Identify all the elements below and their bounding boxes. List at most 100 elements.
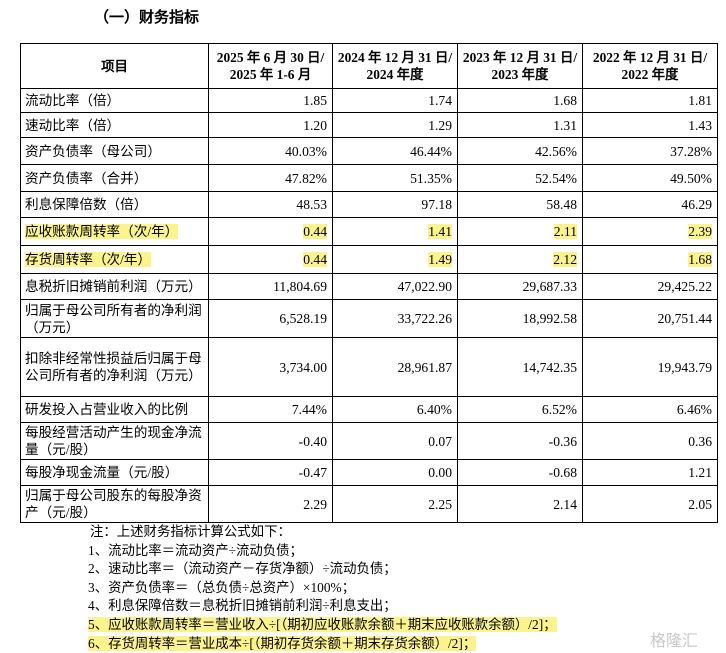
notes-intro: 注：上述财务指标计算公式如下： xyxy=(90,524,291,539)
value-cell: 2.39 xyxy=(582,217,718,246)
cell-text: 6.40% xyxy=(416,402,452,417)
value-cell: 1.85 xyxy=(208,88,333,113)
cell-text: 97.18 xyxy=(421,197,452,212)
value-cell: 0.00 xyxy=(332,459,458,486)
value-cell: 14,742.35 xyxy=(457,337,583,397)
value-cell: 1.41 xyxy=(332,217,458,246)
cell-text: 流动比率（倍） xyxy=(25,93,121,108)
cell-text: 47,022.90 xyxy=(397,279,452,294)
value-cell: 2.05 xyxy=(582,485,718,523)
cell-text: 扣除非经常性损益后归属于母公司所有者的净利润（万元） xyxy=(25,351,202,383)
table-row: 应收账款周转率（次/年） 0.44 1.41 2.11 2.39 xyxy=(20,217,718,246)
note-text: 5、应收账款周转率＝营业收入÷[（期初应收账款余额＋期末应收账款余额）/2]； xyxy=(88,616,557,632)
cell-text: 51.35% xyxy=(410,170,452,186)
cell-text: 2.12 xyxy=(553,252,577,267)
cell-text: 19,943.79 xyxy=(657,359,712,375)
value-cell: 28,961.87 xyxy=(332,337,458,397)
table-row: 资产负债率（母公司） 40.03% 46.44% 42.56% 37.28% xyxy=(20,137,718,165)
cell-text: 28,961.87 xyxy=(397,359,452,375)
cell-text: 7.44% xyxy=(291,402,327,417)
row-label: 息税折旧摊销前利润（万元） xyxy=(20,273,209,300)
value-cell: 0.44 xyxy=(208,245,333,274)
value-cell: 6,528.19 xyxy=(208,299,333,338)
header-cell: 2025 年 6 月 30 日/2025 年 1-6 月 xyxy=(208,43,333,89)
financial-table: 项目 2025 年 6 月 30 日/2025 年 1-6 月 2024 年 12 … xyxy=(20,43,718,523)
row-label: 流动比率（倍） xyxy=(20,88,209,113)
note-item: 2、速动比率＝（流动资产－存货净额）÷流动负债； xyxy=(88,560,557,579)
value-cell: 29,687.33 xyxy=(457,273,583,300)
value-cell: 1.20 xyxy=(208,112,333,138)
value-cell: 51.35% xyxy=(332,164,458,192)
cell-text: 0.44 xyxy=(303,224,327,239)
watermark: 格隆汇 xyxy=(650,631,699,650)
value-cell: 48.53 xyxy=(208,191,333,218)
value-cell: 1.49 xyxy=(332,245,458,274)
cell-text: 2.05 xyxy=(688,496,712,512)
cell-text: -0.68 xyxy=(548,465,577,480)
value-cell: 6.46% xyxy=(582,396,718,423)
cell-text: 1.43 xyxy=(688,117,712,133)
row-label: 研发投入占营业收入的比例 xyxy=(20,396,209,423)
cell-text: 研发投入占营业收入的比例 xyxy=(25,402,189,417)
cell-text: -0.47 xyxy=(298,465,327,480)
row-label: 扣除非经常性损益后归属于母公司所有者的净利润（万元） xyxy=(20,337,209,397)
cell-text: 2.39 xyxy=(688,224,712,239)
cell-text: 利息保障倍数（倍） xyxy=(25,197,148,212)
cell-text: 58.48 xyxy=(546,197,577,212)
cell-text: 6.52% xyxy=(541,402,577,417)
cell-text: 1.49 xyxy=(428,252,452,267)
cell-text: 1.68 xyxy=(688,252,712,267)
cell-text: 速动比率（倍） xyxy=(25,117,121,133)
cell-text: 0.07 xyxy=(428,433,452,449)
cell-text: 息税折旧摊销前利润（万元） xyxy=(25,279,202,294)
note-item: 3、资产负债率＝（总负债÷总资产）×100%； xyxy=(88,579,557,598)
cell-text: 归属于母公司股东的每股净资产（元/股） xyxy=(25,488,202,520)
section-title: （一）财务指标 xyxy=(94,8,200,26)
note-item: 1、流动比率＝流动资产÷流动负债； xyxy=(88,542,557,561)
row-label: 资产负债率（合并） xyxy=(20,164,209,192)
value-cell: 2.11 xyxy=(457,217,583,246)
value-cell: 37.28% xyxy=(582,137,718,165)
cell-text: 0.00 xyxy=(428,465,452,480)
value-cell: 20,751.44 xyxy=(582,299,718,338)
note-text: 4、利息保障倍数＝息税折旧摊销前利润÷利息支出； xyxy=(88,598,397,614)
cell-text: 1.20 xyxy=(303,117,327,133)
header-line: 2022 年 12 月 31 日/ xyxy=(592,50,708,65)
cell-text: 18,992.58 xyxy=(522,311,577,326)
value-cell: 0.07 xyxy=(332,422,458,460)
value-cell: 40.03% xyxy=(208,137,333,165)
cell-text: 资产负债率（合并） xyxy=(25,170,148,186)
cell-text: 2.25 xyxy=(428,496,452,512)
cell-text: 归属于母公司所有者的净利润（万元） xyxy=(25,302,202,335)
cell-text: 0.36 xyxy=(688,433,712,449)
cell-text: 29,687.33 xyxy=(522,279,577,294)
table-row: 速动比率（倍） 1.20 1.29 1.31 1.43 xyxy=(20,112,718,138)
value-cell: 2.14 xyxy=(457,485,583,523)
table-row: 归属于母公司股东的每股净资产（元/股） 2.29 2.25 2.14 2.05 xyxy=(20,485,718,523)
cell-text: 1.31 xyxy=(553,117,577,133)
value-cell: 3,734.00 xyxy=(208,337,333,397)
notes: 注：上述财务指标计算公式如下： 1、流动比率＝流动资产÷流动负债； 2、速动比率＝… xyxy=(88,523,557,653)
row-label: 速动比率（倍） xyxy=(20,112,209,138)
header-line: 2023 年度 xyxy=(491,67,549,82)
header-line: 项目 xyxy=(101,58,128,74)
header-line: 2023 年 12 月 31 日/ xyxy=(462,50,578,65)
note-item: 4、利息保障倍数＝息税折旧摊销前利润÷利息支出； xyxy=(88,597,557,616)
value-cell: 19,943.79 xyxy=(582,337,718,397)
cell-text: 37.28% xyxy=(670,143,712,159)
cell-text: 1.41 xyxy=(428,224,452,239)
value-cell: 1.31 xyxy=(457,112,583,138)
note-text: 6、存货周转率＝营业成本÷[（期初存货余额＋期末存货余额）/2]； xyxy=(88,635,477,651)
note-text: 2、速动比率＝（流动资产－存货净额）÷流动负债； xyxy=(88,561,397,577)
value-cell: 2.29 xyxy=(208,485,333,523)
header-cell: 项目 xyxy=(20,43,209,89)
value-cell: 1.81 xyxy=(582,88,718,113)
cell-text: 11,804.69 xyxy=(273,279,327,294)
cell-text: 1.29 xyxy=(428,117,452,133)
note-text: 1、流动比率＝流动资产÷流动负债； xyxy=(88,542,303,558)
cell-text: 1.85 xyxy=(303,93,327,108)
table-row: 扣除非经常性损益后归属于母公司所有者的净利润（万元） 3,734.00 28,961… xyxy=(20,337,718,397)
value-cell: 1.29 xyxy=(332,112,458,138)
value-cell: 29,425.22 xyxy=(582,273,718,300)
header-line: 2024 年度 xyxy=(366,67,424,82)
